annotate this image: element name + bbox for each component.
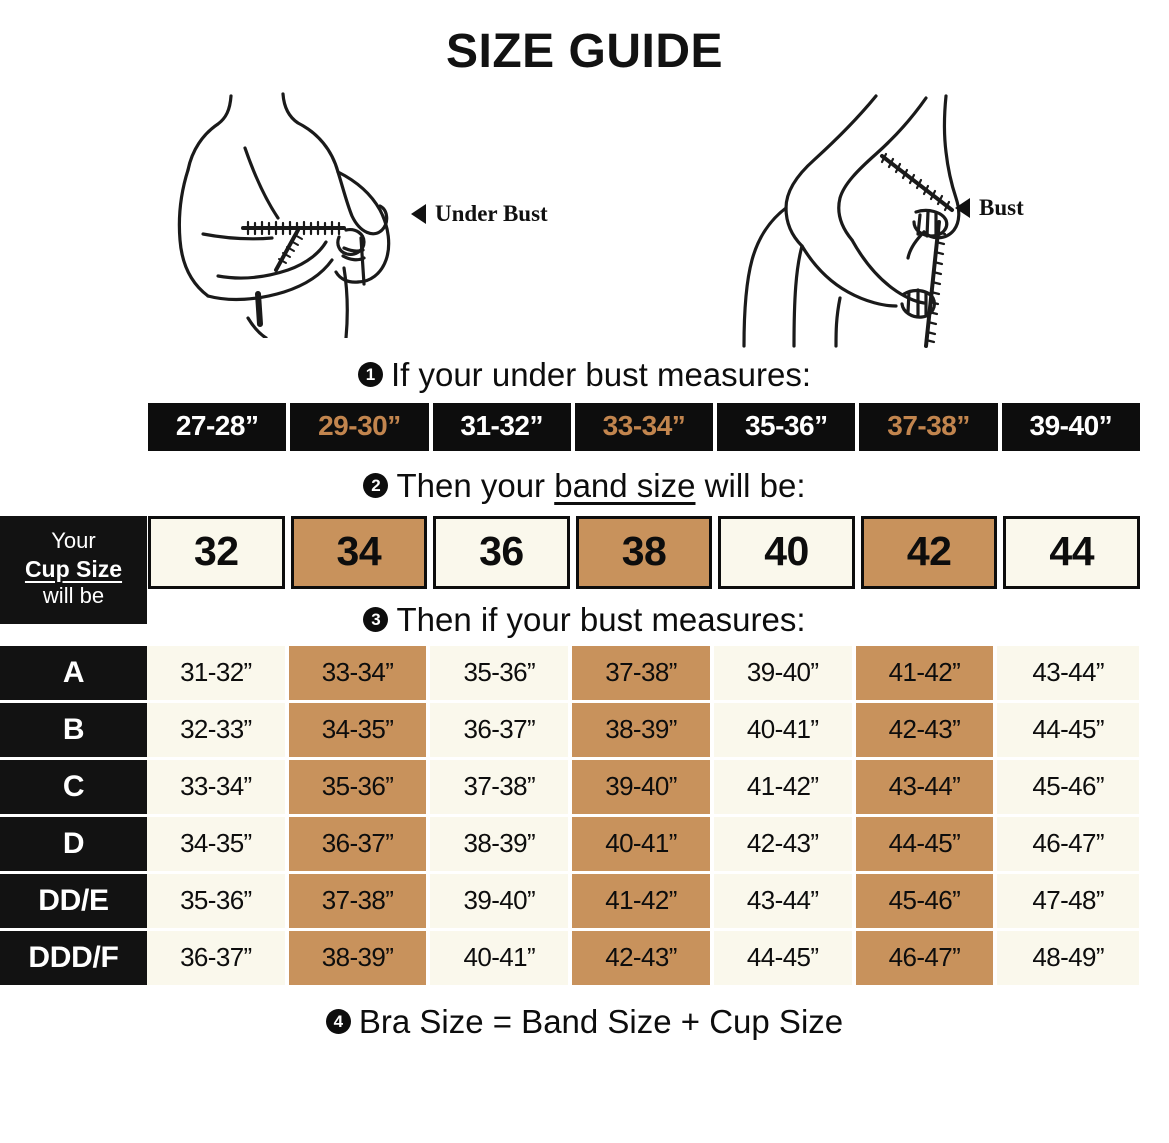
step-2-label: Then your band size will be:	[396, 467, 806, 504]
bust-cell: 39-40”	[572, 760, 710, 814]
bust-cell: 36-37”	[430, 703, 569, 757]
bust-cell: 46-47”	[855, 931, 994, 985]
callout-bust: Bust	[955, 195, 1024, 221]
callout-under-bust-label: Under Bust	[435, 201, 548, 226]
bust-measuring-illustration	[690, 88, 990, 353]
cup-size-label: DDD/F	[0, 931, 147, 985]
step-4-label: Bra Size = Band Size + Cup Size	[358, 1003, 844, 1040]
bust-cell: 35-36”	[288, 760, 427, 814]
bust-cell: 38-39”	[288, 931, 427, 985]
cup-size-label: A	[0, 646, 147, 700]
left-triangle-icon	[955, 198, 970, 218]
band-size-section: Your Cup Size will be 32 34 36 38 40 42 …	[0, 516, 1169, 636]
bust-cell: 45-46”	[855, 874, 994, 928]
step-3-heading: 3 Then if your bust measures:	[0, 603, 1169, 636]
left-triangle-icon	[411, 204, 426, 224]
bust-cell: 40-41”	[572, 817, 710, 871]
under-bust-cell: 31-32”	[432, 403, 571, 451]
step-1-number: 1	[357, 362, 383, 387]
bust-cell: 37-38”	[572, 646, 710, 700]
band-size-cell: 32	[148, 516, 285, 589]
bust-cell: 38-39”	[572, 703, 710, 757]
step-2-number: 2	[363, 473, 389, 498]
bust-cell: 37-38”	[430, 760, 569, 814]
bust-cell: 41-42”	[572, 874, 710, 928]
table-row: D 34-35” 36-37” 38-39” 40-41” 42-43” 44-…	[0, 817, 1139, 871]
bust-cell: 39-40”	[430, 874, 569, 928]
bust-cell: 40-41”	[713, 703, 852, 757]
step-1-label: If your under bust measures:	[390, 356, 812, 393]
table-row: DDD/F 36-37” 38-39” 40-41” 42-43” 44-45”…	[0, 931, 1139, 985]
band-size-cell: 44	[1003, 516, 1140, 589]
step-3-number: 3	[363, 607, 389, 632]
under-bust-cell: 39-40”	[1001, 403, 1140, 451]
under-bust-row: 27-28” 29-30” 31-32” 33-34” 35-36” 37-38…	[148, 403, 1140, 451]
cup-size-label: D	[0, 817, 147, 871]
cup-legend-line2: Cup Size	[24, 555, 123, 582]
band-size-cell: 40	[718, 516, 855, 589]
under-bust-cell: 37-38”	[859, 403, 998, 451]
cup-size-label: B	[0, 703, 147, 757]
step-1-heading: 1 If your under bust measures:	[0, 358, 1169, 391]
bust-cell: 46-47”	[997, 817, 1139, 871]
band-size-cell: 38	[575, 516, 713, 589]
step-4-heading: 4 Bra Size = Band Size + Cup Size	[0, 1005, 1169, 1038]
bust-cell: 43-44”	[997, 646, 1139, 700]
bust-cell: 35-36”	[430, 646, 569, 700]
band-size-cell: 34	[290, 516, 428, 589]
bust-cell: 34-35”	[147, 817, 285, 871]
band-size-cell: 42	[860, 516, 998, 589]
under-bust-cell: 35-36”	[717, 403, 856, 451]
band-size-row: 32 34 36 38 40 42 44	[148, 516, 1140, 589]
bust-cell: 42-43”	[713, 817, 852, 871]
bust-cell: 48-49”	[997, 931, 1139, 985]
bust-cell: 44-45”	[997, 703, 1139, 757]
bust-cell: 38-39”	[430, 817, 569, 871]
bust-measurement-table: A 31-32” 33-34” 35-36” 37-38” 39-40” 41-…	[0, 646, 1169, 985]
step-3-label: Then if your bust measures:	[396, 601, 806, 638]
illustrations-area: Under Bust	[0, 88, 1169, 348]
bust-cell: 37-38”	[288, 874, 427, 928]
bust-cell: 36-37”	[147, 931, 285, 985]
bust-cell: 47-48”	[997, 874, 1139, 928]
bust-cell: 43-44”	[855, 760, 994, 814]
bust-cell: 36-37”	[288, 817, 427, 871]
bust-cell: 41-42”	[855, 646, 994, 700]
bust-cell: 41-42”	[713, 760, 852, 814]
callout-under-bust: Under Bust	[411, 201, 548, 227]
bust-cell: 32-33”	[147, 703, 285, 757]
cup-size-label: DD/E	[0, 874, 147, 928]
table-row: A 31-32” 33-34” 35-36” 37-38” 39-40” 41-…	[0, 646, 1139, 700]
table-row: B 32-33” 34-35” 36-37” 38-39” 40-41” 42-…	[0, 703, 1139, 757]
under-bust-cell: 33-34”	[574, 403, 714, 451]
page-title: SIZE GUIDE	[445, 25, 724, 78]
bust-cell: 42-43”	[855, 703, 994, 757]
cup-size-label: C	[0, 760, 147, 814]
cup-legend-line3: will be	[42, 582, 105, 608]
bust-cell: 43-44”	[713, 874, 852, 928]
cup-legend-line1: Your	[51, 528, 96, 553]
band-size-cell: 36	[433, 516, 570, 589]
bust-cell: 33-34”	[147, 760, 285, 814]
bust-cell: 45-46”	[997, 760, 1139, 814]
step-2-heading: 2 Then your band size will be:	[0, 469, 1169, 502]
bust-cell: 33-34”	[288, 646, 427, 700]
bust-cell: 42-43”	[572, 931, 710, 985]
bust-cell: 44-45”	[713, 931, 852, 985]
bust-cell: 35-36”	[147, 874, 285, 928]
table-row: C 33-34” 35-36” 37-38” 39-40” 41-42” 43-…	[0, 760, 1139, 814]
callout-bust-label: Bust	[979, 195, 1024, 220]
table-row: DD/E 35-36” 37-38” 39-40” 41-42” 43-44” …	[0, 874, 1139, 928]
bust-cell: 34-35”	[288, 703, 427, 757]
under-bust-measuring-illustration	[148, 88, 448, 343]
bust-cell: 31-32”	[147, 646, 285, 700]
under-bust-cell: 27-28”	[148, 403, 287, 451]
bust-cell: 39-40”	[713, 646, 852, 700]
cup-size-legend: Your Cup Size will be	[0, 516, 147, 624]
step-4-number: 4	[325, 1009, 351, 1034]
bust-cell: 44-45”	[855, 817, 994, 871]
under-bust-cell: 29-30”	[290, 403, 429, 451]
bust-cell: 40-41”	[430, 931, 569, 985]
